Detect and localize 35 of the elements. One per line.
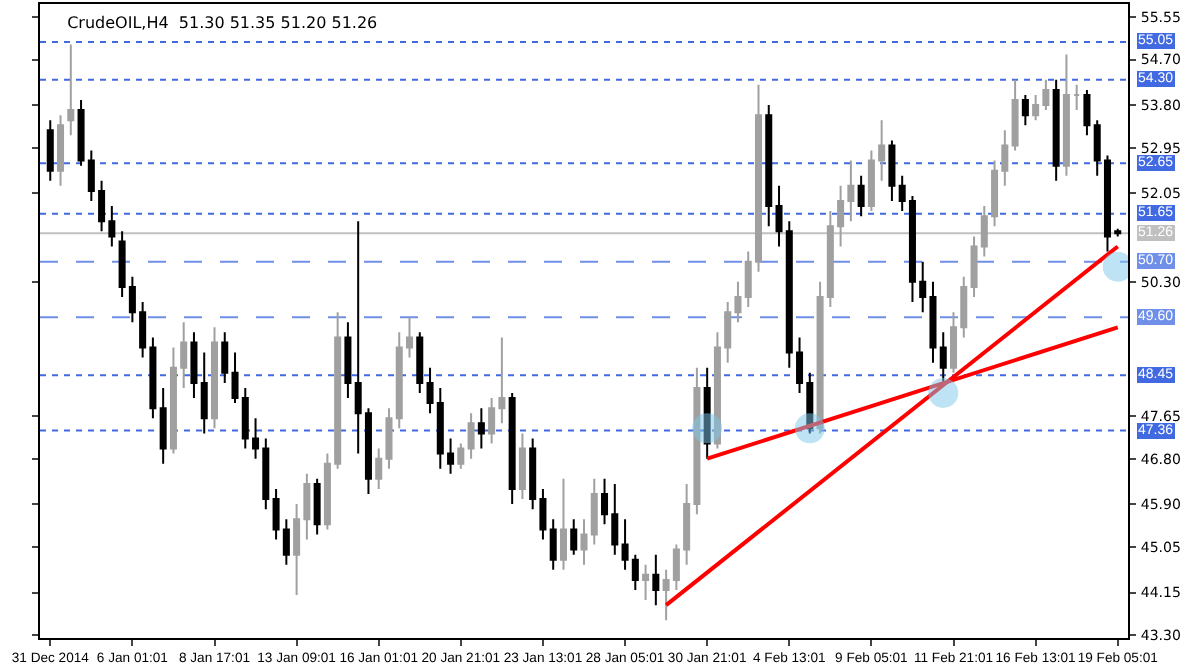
candlestick [888, 139, 896, 203]
candlestick [857, 174, 865, 218]
candlestick [549, 518, 557, 571]
point [928, 377, 959, 408]
candlestick [1052, 78, 1060, 182]
candlestick [508, 391, 516, 506]
point [692, 413, 723, 444]
candlestick [159, 386, 167, 465]
candlestick [210, 326, 218, 430]
candlestick [67, 43, 75, 137]
candlestick [652, 553, 660, 607]
candlestick [416, 331, 424, 394]
candlestick [642, 563, 650, 602]
point [794, 413, 825, 444]
candlestick [1062, 53, 1070, 177]
candlestick [467, 412, 475, 460]
candlestick [765, 104, 773, 228]
candlestick [46, 119, 54, 182]
candlestick [1011, 78, 1019, 152]
candlestick [1073, 83, 1081, 112]
candlestick [313, 477, 321, 536]
candlestick [703, 366, 711, 460]
candlestick [559, 477, 567, 571]
candlestick [221, 331, 229, 384]
candlestick [457, 442, 465, 470]
candlestick [344, 321, 352, 400]
text: CrudeOIL,H4 51.30 51.35 51.20 51.26 [67, 13, 378, 32]
candlestick [1021, 93, 1029, 127]
candlestick [200, 351, 208, 435]
candlestick [477, 407, 485, 450]
candlestick [190, 331, 198, 400]
candlestick [1083, 88, 1091, 137]
candlestick [518, 432, 526, 501]
candlestick [570, 518, 578, 556]
candlestick [57, 114, 65, 187]
